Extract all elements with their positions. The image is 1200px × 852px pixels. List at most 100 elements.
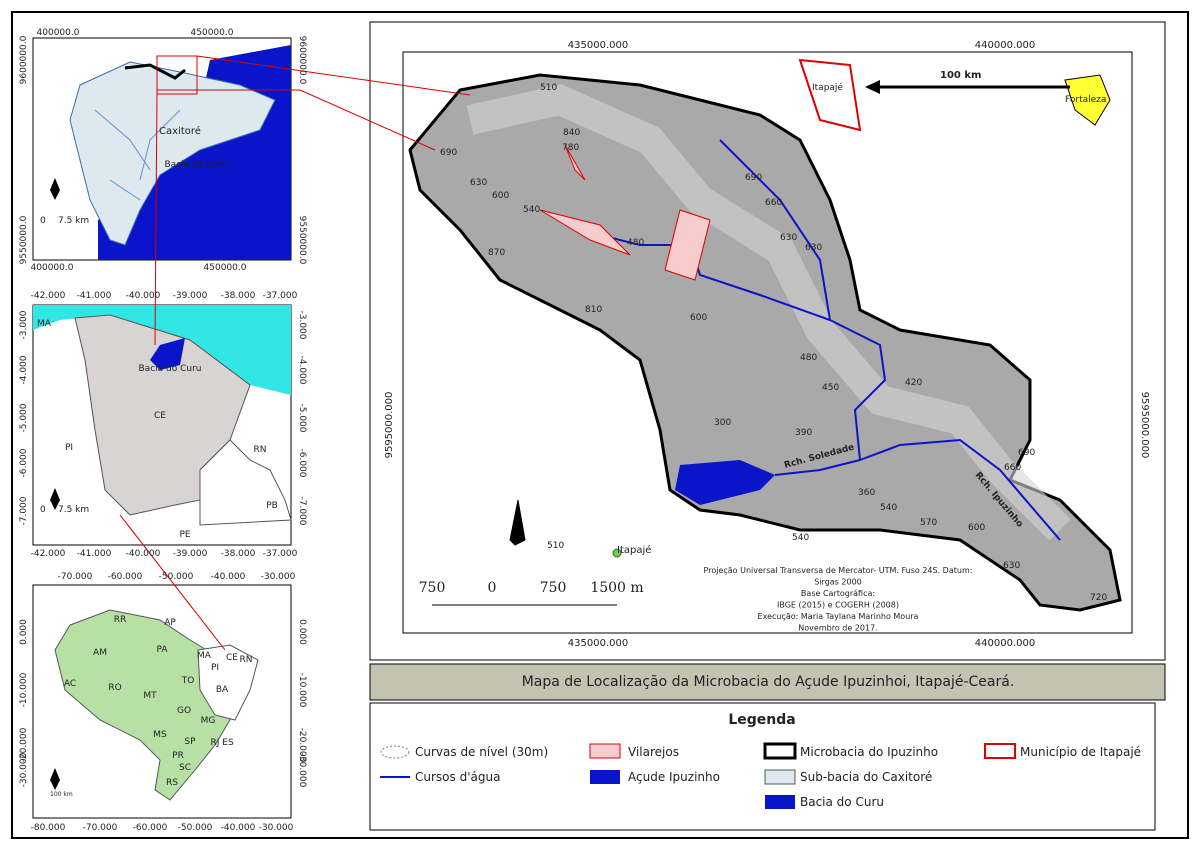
state-label: PA xyxy=(156,645,168,655)
x-coord: -38.000 xyxy=(221,549,256,559)
place-label: Bacia do Curu xyxy=(165,160,228,170)
legend-label: Curvas de nível (30m) xyxy=(415,745,548,759)
place-label: PB xyxy=(266,501,278,511)
x-coord: -39.000 xyxy=(173,291,208,301)
inset-country xyxy=(32,584,292,819)
zoom-line xyxy=(119,514,226,651)
y-coord: -10.000 xyxy=(297,673,307,708)
x-coord: -60.000 xyxy=(133,823,168,833)
north-arrow xyxy=(50,488,60,510)
x-coord: -41.000 xyxy=(77,549,112,559)
y-coord: -30.000 xyxy=(19,752,29,787)
contour-label: 540 xyxy=(792,533,809,543)
contour-label: 540 xyxy=(523,205,540,215)
zoom-line xyxy=(196,55,471,96)
state-label: BA xyxy=(216,685,229,695)
y-coord: 9550000.0 xyxy=(19,215,29,264)
scale-label: 750 xyxy=(419,580,446,596)
contour-label: 480 xyxy=(627,238,644,248)
zoom-line xyxy=(157,89,436,151)
map-title: Mapa de Localização da Microbacia do Açu… xyxy=(522,674,1015,690)
contour-label: 690 xyxy=(1018,448,1035,458)
scale-label: 1500 m xyxy=(590,580,643,596)
x-coord: -30.000 xyxy=(259,823,294,833)
legend-title: Legenda xyxy=(728,712,795,728)
brazil xyxy=(54,609,231,801)
x-coord: -50.000 xyxy=(159,572,194,582)
place-label: CE xyxy=(154,411,166,421)
credit-line: IBGE (2015) e COGERH (2008) xyxy=(777,601,899,610)
y-coord: 9600000.0 xyxy=(297,36,307,85)
contour-label: 510 xyxy=(540,83,557,93)
x-coord: -42.000 xyxy=(31,549,66,559)
x-coord: 440000.000 xyxy=(975,638,1035,649)
y-coord: 9600000.0 xyxy=(19,35,29,84)
scale-label: 100 km xyxy=(50,791,73,798)
credit-line: Projeção Universal Transversa de Mercato… xyxy=(704,566,973,575)
x-coord: -39.000 xyxy=(173,549,208,559)
state-label: RS xyxy=(166,778,178,788)
y-coord: -20.000 xyxy=(19,727,29,762)
x-coord: -42.000 xyxy=(31,291,66,301)
contour-label: 720 xyxy=(1090,593,1107,603)
legend-swatch xyxy=(984,743,1016,759)
legend-swatch xyxy=(589,743,621,759)
y-coord: -30.000 xyxy=(297,753,307,788)
legend-swatch xyxy=(380,745,410,759)
contour-label: 600 xyxy=(690,313,707,323)
itapaje-point xyxy=(612,548,622,558)
legend-label: Microbacia do Ipuzinho xyxy=(800,745,938,759)
state-label: RN xyxy=(240,655,253,665)
contour-label: 660 xyxy=(1004,463,1021,473)
legend-label: Bacia do Curu xyxy=(800,795,884,809)
x-coord: 440000.000 xyxy=(975,40,1035,51)
state-label: MG xyxy=(201,716,216,726)
credit-line: Execução: Maria Taylana Marinho Moura xyxy=(758,612,919,621)
state-label: PR xyxy=(172,751,184,761)
state-label: RR xyxy=(114,615,127,625)
contour-label: 660 xyxy=(765,198,782,208)
x-coord: -40.000 xyxy=(211,572,246,582)
y-coord: -6.000 xyxy=(19,448,29,477)
fortaleza xyxy=(1064,74,1111,126)
x-coord: 450000.0 xyxy=(191,28,234,38)
state-label: TO xyxy=(181,676,195,686)
scale-label: 7.5 km xyxy=(58,216,89,226)
zoom-line xyxy=(154,91,158,346)
state-label: PI xyxy=(211,663,219,673)
y-coord: -7.000 xyxy=(297,496,307,525)
legend-label: Vilarejos xyxy=(628,745,679,759)
title-bar xyxy=(369,663,1166,701)
state-label: ES xyxy=(222,738,234,748)
caxitore-subbasin xyxy=(69,61,276,246)
inset-basin xyxy=(32,37,292,261)
scale-label: 0 xyxy=(488,580,497,596)
state-label: AM xyxy=(93,648,107,658)
x-coord: 400000.0 xyxy=(31,263,74,273)
legend-label: Açude Ipuzinho xyxy=(628,770,720,784)
curu-basin xyxy=(150,338,185,370)
scale-label: 0 xyxy=(40,505,46,515)
place-label: Caxitoré xyxy=(159,125,201,137)
legend-swatch xyxy=(763,742,797,760)
x-coord: -40.000 xyxy=(126,549,161,559)
y-coord: 9550000.0 xyxy=(297,216,307,265)
contour-label: 810 xyxy=(585,305,602,315)
x-coord: -80.000 xyxy=(31,823,66,833)
scale-label: 7.5 km xyxy=(58,505,89,515)
states xyxy=(199,439,292,526)
contour-label: 630 xyxy=(805,243,822,253)
contour-label: 630 xyxy=(1003,561,1020,571)
credit-line: Base Cartográfica: xyxy=(801,589,875,598)
x-coord: -41.000 xyxy=(77,291,112,301)
legend-swatch xyxy=(765,795,795,809)
microbasin xyxy=(124,63,186,80)
contour-label: 630 xyxy=(470,178,487,188)
extent-box xyxy=(156,55,198,95)
place-label: PI xyxy=(65,443,73,453)
state-label: MA xyxy=(197,651,212,661)
state-label: AC xyxy=(64,679,76,689)
x-coord: -40.000 xyxy=(126,291,161,301)
place-label: PE xyxy=(179,530,190,540)
